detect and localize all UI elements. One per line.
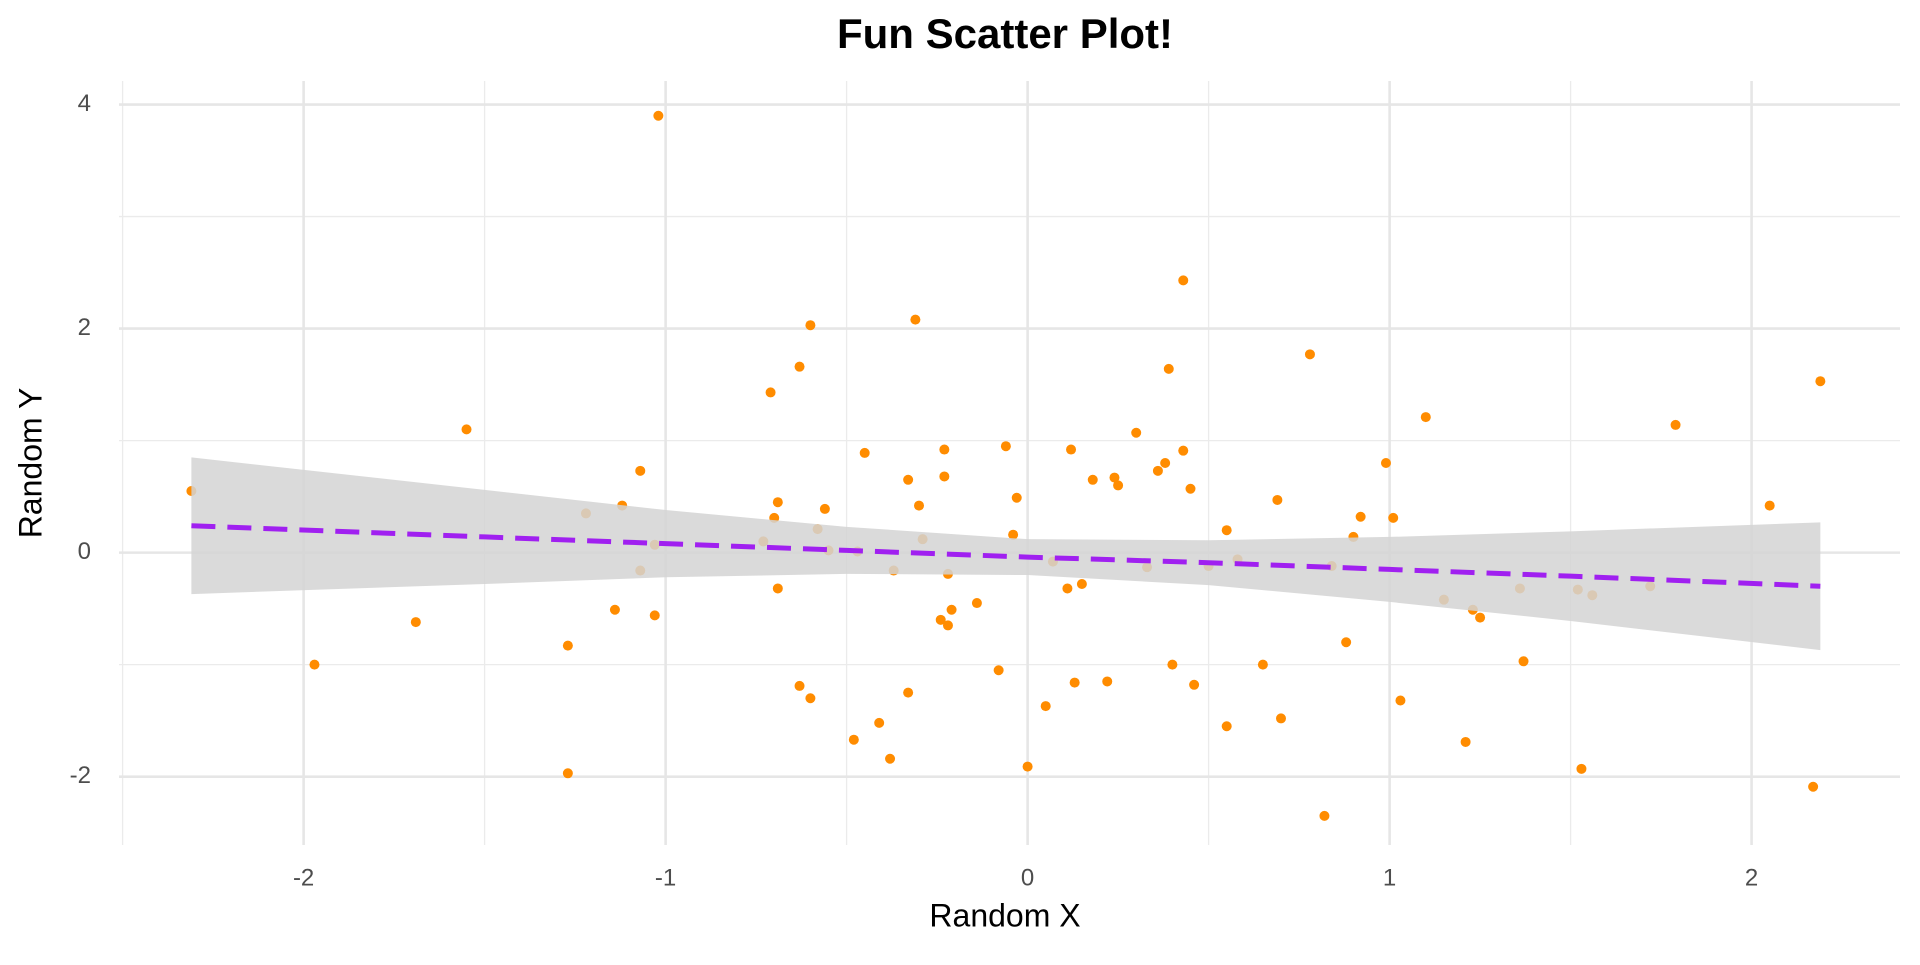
point <box>1178 445 1189 456</box>
point <box>910 314 921 325</box>
point <box>903 474 914 485</box>
point <box>1576 763 1587 774</box>
point <box>1011 492 1022 503</box>
point <box>1189 679 1200 690</box>
plot-area <box>186 110 1826 821</box>
point <box>1341 637 1352 648</box>
point <box>635 465 646 476</box>
point <box>1221 721 1232 732</box>
point <box>903 687 914 698</box>
point <box>1185 483 1196 494</box>
point <box>859 447 870 458</box>
y-axis-label: Random Y <box>12 388 48 539</box>
point <box>942 620 953 631</box>
point <box>653 110 664 121</box>
point <box>562 768 573 779</box>
point <box>1475 612 1486 623</box>
point <box>939 471 950 482</box>
x-tick-label: -1 <box>655 864 676 891</box>
grid <box>119 81 1900 845</box>
point <box>935 614 946 625</box>
y-tick-label: -2 <box>70 762 91 789</box>
point <box>1131 427 1142 438</box>
point <box>309 659 320 670</box>
point <box>1275 713 1286 724</box>
point <box>649 610 660 621</box>
fit-line <box>191 523 1821 589</box>
point <box>805 693 816 704</box>
point <box>1518 656 1529 667</box>
x-tick-label: 1 <box>1383 864 1396 891</box>
point <box>1066 444 1077 455</box>
point <box>1257 659 1268 670</box>
point <box>805 320 816 331</box>
point <box>1076 578 1087 589</box>
point <box>1113 480 1124 491</box>
x-tick-label: 2 <box>1745 864 1758 891</box>
point <box>1460 736 1471 747</box>
point <box>1022 761 1033 772</box>
x-axis-label: Random X <box>929 897 1080 933</box>
point <box>1395 695 1406 706</box>
y-tick-label: 2 <box>78 314 91 341</box>
point <box>885 753 896 764</box>
confidence-band <box>191 457 1821 651</box>
point <box>1319 810 1330 821</box>
x-tick-label: -2 <box>293 864 314 891</box>
point <box>609 604 620 615</box>
point <box>914 500 925 511</box>
point <box>1167 659 1178 670</box>
point <box>1380 458 1391 468</box>
point <box>410 617 421 628</box>
point <box>562 640 573 651</box>
point <box>1304 349 1315 360</box>
point <box>1670 419 1681 430</box>
y-tick-label: 0 <box>78 538 91 565</box>
point <box>1000 441 1011 452</box>
point <box>939 444 950 455</box>
point <box>1355 511 1366 522</box>
point <box>819 503 830 514</box>
point <box>1178 275 1189 286</box>
point <box>1069 677 1080 688</box>
point <box>1420 412 1431 423</box>
point <box>461 424 472 435</box>
point <box>772 497 783 508</box>
point <box>1008 529 1019 540</box>
point <box>1221 525 1232 536</box>
point <box>946 604 957 615</box>
point <box>1163 363 1174 374</box>
point <box>1815 376 1826 387</box>
point <box>1109 472 1120 483</box>
point <box>1102 676 1113 687</box>
point <box>1152 465 1163 476</box>
point <box>794 680 805 691</box>
point <box>1272 494 1283 505</box>
point <box>1388 512 1399 523</box>
point <box>874 717 885 728</box>
chart-title: Fun Scatter Plot! <box>837 10 1173 57</box>
point <box>848 734 859 745</box>
point <box>765 387 776 398</box>
point <box>772 583 783 594</box>
point <box>1062 583 1073 594</box>
y-tick-label: 4 <box>78 90 91 117</box>
point <box>993 665 1004 676</box>
point <box>971 598 982 609</box>
point <box>794 361 805 372</box>
point <box>1087 474 1098 485</box>
point <box>1764 500 1775 511</box>
x-tick-label: 0 <box>1021 864 1034 891</box>
point <box>1160 458 1171 468</box>
point <box>1808 781 1819 792</box>
point <box>1040 701 1051 712</box>
